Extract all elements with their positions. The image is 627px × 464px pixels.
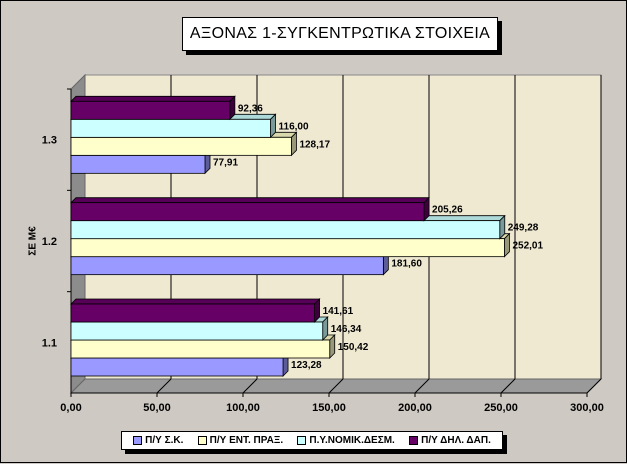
bar [70,220,501,240]
bar [70,136,292,156]
legend-label: Π/Υ ΔΗΛ. ΔΑΠ. [421,435,491,446]
bar [70,321,324,341]
y-tick-label: 1.2 [42,236,57,248]
data-label: 181,60 [391,259,422,270]
grid-line-floor [500,378,516,394]
legend-swatch [297,436,307,445]
bar [70,154,206,174]
x-tick-label: 0,00 [60,402,81,414]
data-label: 146,34 [331,324,362,335]
data-label: 141,61 [323,306,354,317]
bar-top [70,95,236,102]
legend-label: Π/Υ ΕΝΤ. ΠΡΑΞ. [209,435,284,446]
data-label: 150,42 [338,342,369,353]
data-label: 116,00 [279,121,309,132]
data-label: 123,28 [291,360,322,371]
bar-top [70,298,321,305]
bar [70,118,271,138]
legend-swatch [197,436,207,445]
x-tick-label: 100,00 [226,402,260,414]
grid-line-floor [414,378,430,394]
bar [70,202,425,222]
data-label: 252,01 [512,241,543,252]
x-tick-label: 50,00 [143,402,171,414]
legend-swatch [133,436,143,445]
legend-swatch [409,436,419,445]
chart-title: ΑΞΟΝΑΣ 1-ΣΥΓΚΕΝΤΡΩΤΙΚΑ ΣΤΟΙΧΕΙΑ [182,17,498,51]
data-label: 92,36 [238,103,263,114]
legend-item: Π.Υ.ΝΟΜΙΚ.ΔΕΣΜ. [297,435,395,446]
chart-title-text: ΑΞΟΝΑΣ 1-ΣΥΓΚΕΝΤΡΩΤΙΚΑ ΣΤΟΙΧΕΙΑ [189,25,491,42]
grid-line-floor [156,378,172,394]
y-tick-label: 1.1 [42,337,57,349]
legend-item: Π/Υ ΔΗΛ. ΔΑΠ. [409,435,491,446]
data-label: 249,28 [508,223,539,234]
bar [70,100,231,120]
y-axis-label: ΣΕ Μ€ [27,226,39,256]
bar-top [70,197,431,204]
bar [70,357,284,377]
bar [70,339,331,359]
x-tick-label: 300,00 [570,402,604,414]
y-tick-label: 1.3 [42,135,57,147]
x-tick-label: 200,00 [398,402,432,414]
grid-line-floor [586,378,602,394]
bar [70,256,384,276]
x-tick-label: 150,00 [312,402,346,414]
bar [70,238,505,258]
data-label: 205,26 [432,205,463,216]
chart-legend: Π/Υ Σ.Κ. Π/Υ ΕΝΤ. ΠΡΑΞ. Π.Υ.ΝΟΜΙΚ.ΔΕΣΜ. Π/Υ… [121,431,503,450]
legend-label: Π.Υ.ΝΟΜΙΚ.ΔΕΣΜ. [309,435,395,446]
data-label: 128,17 [299,139,330,150]
bar [70,303,315,323]
grid-line-floor [328,378,344,394]
legend-label: Π/Υ Σ.Κ. [145,435,184,446]
legend-item: Π/Υ Σ.Κ. [133,435,183,446]
data-label: 77,91 [213,157,238,168]
legend-item: Π/Υ ΕΝΤ. ΠΡΑΞ. [197,435,284,446]
grid-line-floor [242,378,258,394]
x-tick-label: 250,00 [484,402,518,414]
